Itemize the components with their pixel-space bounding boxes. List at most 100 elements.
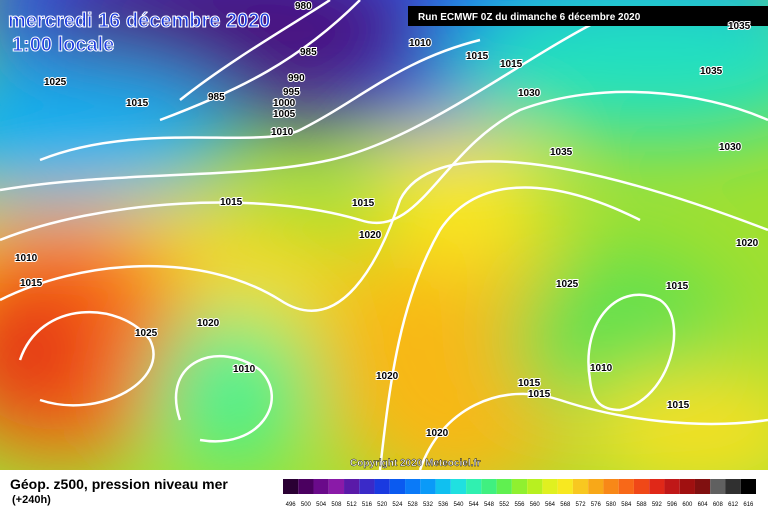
isobar-label: 1015: [500, 59, 523, 70]
scale-label: 504: [316, 502, 327, 508]
copyright: Copyright 2020 Meteociel.fr: [350, 458, 481, 469]
isobars: [0, 0, 768, 470]
isobar-label: 1015: [667, 400, 690, 411]
isobar-label: 1010: [233, 364, 256, 375]
scale-swatch: [588, 479, 604, 494]
scale-label: 532: [423, 502, 434, 508]
isobar-label: 990: [288, 73, 305, 84]
run-banner: [408, 6, 768, 26]
scale-swatch: [725, 479, 741, 494]
scale-swatch: [633, 479, 650, 494]
isobar-label: 985: [300, 47, 317, 58]
scale-swatch: [344, 479, 360, 494]
scale-label: 604: [698, 502, 709, 508]
isobar-label: 1015: [466, 51, 489, 62]
scale-label: 528: [408, 502, 419, 508]
scale-swatch: [542, 479, 558, 494]
scale-swatch: [557, 479, 573, 494]
scale-label: 552: [499, 502, 510, 508]
scale-swatch: [710, 479, 726, 494]
scale-label: 592: [652, 502, 663, 508]
isobar-label: 1015: [352, 198, 375, 209]
isobar-label: 1030: [518, 88, 541, 99]
footer-title: Géop. z500, pression niveau mer: [10, 476, 228, 492]
isobar-label: 1020: [376, 371, 399, 382]
scale-label: 564: [545, 502, 556, 508]
isobar-label: 1025: [135, 328, 158, 339]
scale-label: 524: [392, 502, 403, 508]
time-line: 1:00 locale: [12, 34, 114, 56]
scale-label: 548: [484, 502, 495, 508]
isobar-label: 1020: [197, 318, 220, 329]
scale-swatch: [450, 479, 467, 494]
scale-label: 520: [377, 502, 388, 508]
isobar-label: 1035: [550, 147, 573, 158]
scale-label: 576: [591, 502, 602, 508]
scale-label: 508: [331, 502, 342, 508]
scale-swatch: [664, 479, 680, 494]
scale-label: 544: [469, 502, 480, 508]
scale-label: 616: [743, 502, 754, 508]
scale-label: 496: [286, 502, 297, 508]
isobar-label: 1015: [666, 281, 689, 292]
scale-label: 588: [637, 502, 648, 508]
scale-label: 568: [560, 502, 571, 508]
scale-label: 536: [438, 502, 449, 508]
scale-label: 600: [682, 502, 693, 508]
isobar-label: 1010: [271, 127, 294, 138]
scale-swatch: [618, 479, 634, 494]
scale-label: 500: [301, 502, 312, 508]
isobar-label: 1020: [736, 238, 759, 249]
scale-swatch: [435, 479, 451, 494]
scale-swatch: [313, 479, 329, 494]
scale-label: 540: [453, 502, 464, 508]
isobar-label: 1015: [528, 389, 551, 400]
scale-swatch: [359, 479, 375, 494]
isobar-label: 1035: [728, 21, 751, 32]
scale-swatch: [481, 479, 497, 494]
scale-label: 512: [347, 502, 358, 508]
isobar-label: 1025: [44, 77, 67, 88]
scale-swatch: [694, 479, 711, 494]
scale-label: 572: [576, 502, 587, 508]
color-scale: 496 500 504 508 512 516 520 524 528 532 536 540 544 5…: [283, 479, 756, 508]
scale-label: 516: [362, 502, 373, 508]
scale-swatch: [374, 479, 390, 494]
footer-subtitle: (+240h): [12, 494, 51, 506]
isobar-label: 1035: [700, 66, 723, 77]
scale-swatch: [496, 479, 512, 494]
scale-label: 596: [667, 502, 678, 508]
isobar-label: 1015: [518, 378, 541, 389]
scale-label: 580: [606, 502, 617, 508]
isobar-label: 1005: [273, 109, 296, 120]
isobar-label: 1010: [15, 253, 38, 264]
scale-label: 612: [728, 502, 739, 508]
scale-swatch: [405, 479, 421, 494]
isobar-label: 1015: [126, 98, 149, 109]
scale-swatch: [572, 479, 589, 494]
isobar-label: 1015: [220, 197, 243, 208]
scale-label: 608: [713, 502, 724, 508]
scale-swatch: [420, 479, 436, 494]
scale-swatch: [679, 479, 695, 494]
scale-swatch: [283, 479, 299, 494]
isobar-label: 1000: [273, 98, 296, 109]
scale-swatch: [466, 479, 482, 494]
scale-swatch: [740, 479, 756, 494]
isobar-label: 1010: [409, 38, 432, 49]
scale-swatch: [649, 479, 665, 494]
scale-swatch: [603, 479, 619, 494]
scale-swatch: [328, 479, 345, 494]
isobar-label: 1020: [359, 230, 382, 241]
isobar-label: 1030: [719, 142, 742, 153]
field: [0, 0, 768, 470]
isobar-label: 1010: [590, 363, 613, 374]
scale-swatch: [511, 479, 528, 494]
scale-swatch: [389, 479, 406, 494]
isobar-label: 1015: [20, 278, 43, 289]
scale-swatch: [527, 479, 543, 494]
isobar-label: 1025: [556, 279, 579, 290]
